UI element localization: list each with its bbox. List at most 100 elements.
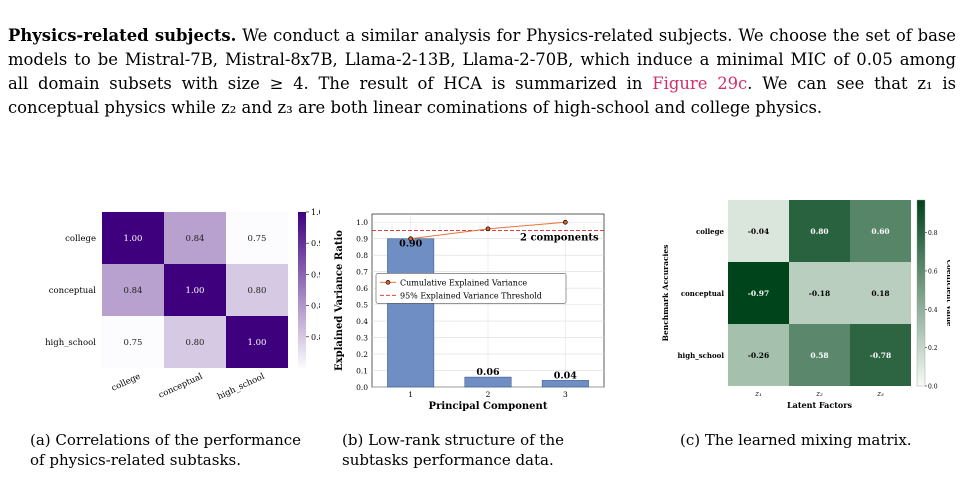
colorbar-tick-label: 0.4 xyxy=(928,307,938,314)
mixing-cell xyxy=(789,200,850,262)
column-tick-label: z₃ xyxy=(876,390,884,398)
colorbar-tick-label: 0.90 xyxy=(311,270,320,279)
colorbar-tick-label: 0.95 xyxy=(311,239,320,248)
colorbar-tick-label: 1.00 xyxy=(311,208,320,217)
bar-value-label: 0.04 xyxy=(554,370,578,381)
paragraph-body-1: We conduct a similar analysis for Physic… xyxy=(8,26,956,93)
legend-label: Cumulative Explained Variance xyxy=(400,278,527,287)
mixing-matrix-heatmap: -0.04 0.80 0.60 -0.97 -0.18 0.18 -0.26 0.58 -0.7… xyxy=(661,199,950,410)
bar xyxy=(387,238,435,388)
figure-29c-link[interactable]: Figure 29c xyxy=(652,74,748,93)
column-tick-label: z₂ xyxy=(815,390,823,398)
cell-value-label: -0.26 xyxy=(748,351,769,360)
legend-box xyxy=(375,273,567,304)
y-tick-label: 0.0 xyxy=(356,383,368,392)
variance-bar-chart: 0.0 0.1 0.2 0.3 0.4 0.5 0.6 0.7 0.8 0.9 1.0 1 2 3 0.90… xyxy=(334,213,605,412)
mixing-cell xyxy=(850,324,911,386)
column-tick-label: college xyxy=(110,372,142,394)
column-tick-label: z₁ xyxy=(754,390,762,398)
x-tick-label: 2 xyxy=(486,390,491,399)
caption-b: (b) Low-rank structure of the subtasks p… xyxy=(342,431,564,469)
row-tick-label: conceptual xyxy=(681,289,724,298)
cell-value-label: -0.97 xyxy=(748,289,769,298)
paragraph-body-2: . We can see that z₁ is conceptual physi… xyxy=(8,74,956,117)
colorbar xyxy=(298,212,306,368)
y-tick-label: 0.9 xyxy=(356,235,368,244)
cell-value-label: 0.18 xyxy=(871,289,889,298)
cell-value-label: 0.60 xyxy=(871,227,889,236)
y-tick-label: 0.3 xyxy=(356,334,368,343)
paragraph-heading: Physics-related subjects. xyxy=(8,26,237,45)
caption-c: (c) The learned mixing matrix. xyxy=(680,431,912,449)
correlation-heatmap: 1.00 0.84 0.75 0.84 1.00 0.80 0.75 0.80 1.00 coll… xyxy=(45,208,320,403)
colorbar-tick-label: 0.2 xyxy=(928,345,938,352)
cell-value-label: 0.84 xyxy=(186,234,205,244)
bar-value-label: 0.06 xyxy=(476,367,500,378)
legend-label: 95% Explained Variance Threshold xyxy=(400,291,542,300)
y-tick-label: 0.5 xyxy=(356,301,368,310)
cell-value-label: 0.84 xyxy=(124,286,143,296)
cell-value-label: 0.75 xyxy=(248,234,267,244)
colorbar-tick-label: 0.6 xyxy=(928,268,938,275)
heatmap-cell xyxy=(164,316,226,368)
row-tick-label: conceptual xyxy=(49,286,97,296)
cell-value-label: -0.78 xyxy=(870,351,891,360)
column-tick-label: high_school xyxy=(216,372,267,403)
cumulative-point xyxy=(408,236,414,242)
mixing-cell xyxy=(850,200,911,262)
x-axis-label: Principal Component xyxy=(429,401,548,412)
bar xyxy=(464,376,512,388)
row-tick-label: college xyxy=(65,234,96,244)
colorbar-tick-label: 0.80 xyxy=(311,333,320,342)
components-annotation: 2 components xyxy=(520,232,599,243)
cell-value-label: 0.80 xyxy=(810,227,828,236)
mixing-cell xyxy=(728,200,789,262)
mixing-cell xyxy=(789,324,850,386)
y-tick-label: 0.6 xyxy=(356,284,368,293)
x-tick-label: 1 xyxy=(408,390,413,399)
cell-value-label: 1.00 xyxy=(124,234,143,244)
bar-value-label: 0.90 xyxy=(399,239,423,250)
heatmap-cell xyxy=(164,264,226,316)
cell-value-label: 0.80 xyxy=(186,338,205,348)
heatmap-cell xyxy=(164,212,226,264)
caption-a: (a) Correlations of the performance of p… xyxy=(30,431,302,469)
heatmap-cell xyxy=(226,212,288,264)
y-tick-label: 0.2 xyxy=(356,350,368,359)
x-axis-label: Latent Factors xyxy=(787,400,852,410)
colorbar-label: Coefficient Value xyxy=(945,260,950,327)
row-tick-label: high_school xyxy=(677,351,724,360)
y-tick-label: 0.7 xyxy=(356,268,368,277)
cell-value-label: 0.75 xyxy=(124,338,143,348)
y-tick-label: 0.8 xyxy=(356,251,368,260)
cumulative-point xyxy=(485,226,491,232)
y-axis-label: Benchmark Accuracies xyxy=(661,245,670,342)
y-axis-label: Explained Variance Ratio xyxy=(334,230,345,371)
cell-value-label: -0.04 xyxy=(748,227,769,236)
cell-value-label: 0.80 xyxy=(248,286,267,296)
heatmap-cell xyxy=(226,316,288,368)
y-tick-label: 0.4 xyxy=(356,317,368,326)
colorbar-tick-label: 0.8 xyxy=(928,230,938,237)
row-tick-label: high_school xyxy=(45,338,96,348)
mixing-cell xyxy=(850,262,911,324)
colorbar-tick-label: 0.0 xyxy=(928,384,938,391)
bar xyxy=(541,380,589,388)
x-tick-label: 3 xyxy=(563,390,568,399)
cell-value-label: 0.58 xyxy=(810,351,828,360)
column-tick-label: conceptual xyxy=(157,372,204,401)
heatmap-cell xyxy=(102,212,164,264)
y-tick-label: 1.0 xyxy=(356,218,368,227)
mixing-cell xyxy=(789,262,850,324)
colorbar-tick-label: 0.85 xyxy=(311,302,320,311)
cell-value-label: 1.00 xyxy=(186,286,205,296)
cumulative-point xyxy=(562,219,568,225)
y-tick-label: 0.1 xyxy=(356,367,368,376)
mixing-cell xyxy=(728,262,789,324)
physics-paragraph: Physics-related subjects. We conduct a s… xyxy=(8,24,956,120)
legend-marker xyxy=(385,280,391,285)
cell-value-label: -0.18 xyxy=(809,289,830,298)
heatmap-cell xyxy=(226,264,288,316)
mixing-cell xyxy=(728,324,789,386)
cell-value-label: 1.00 xyxy=(248,338,267,348)
